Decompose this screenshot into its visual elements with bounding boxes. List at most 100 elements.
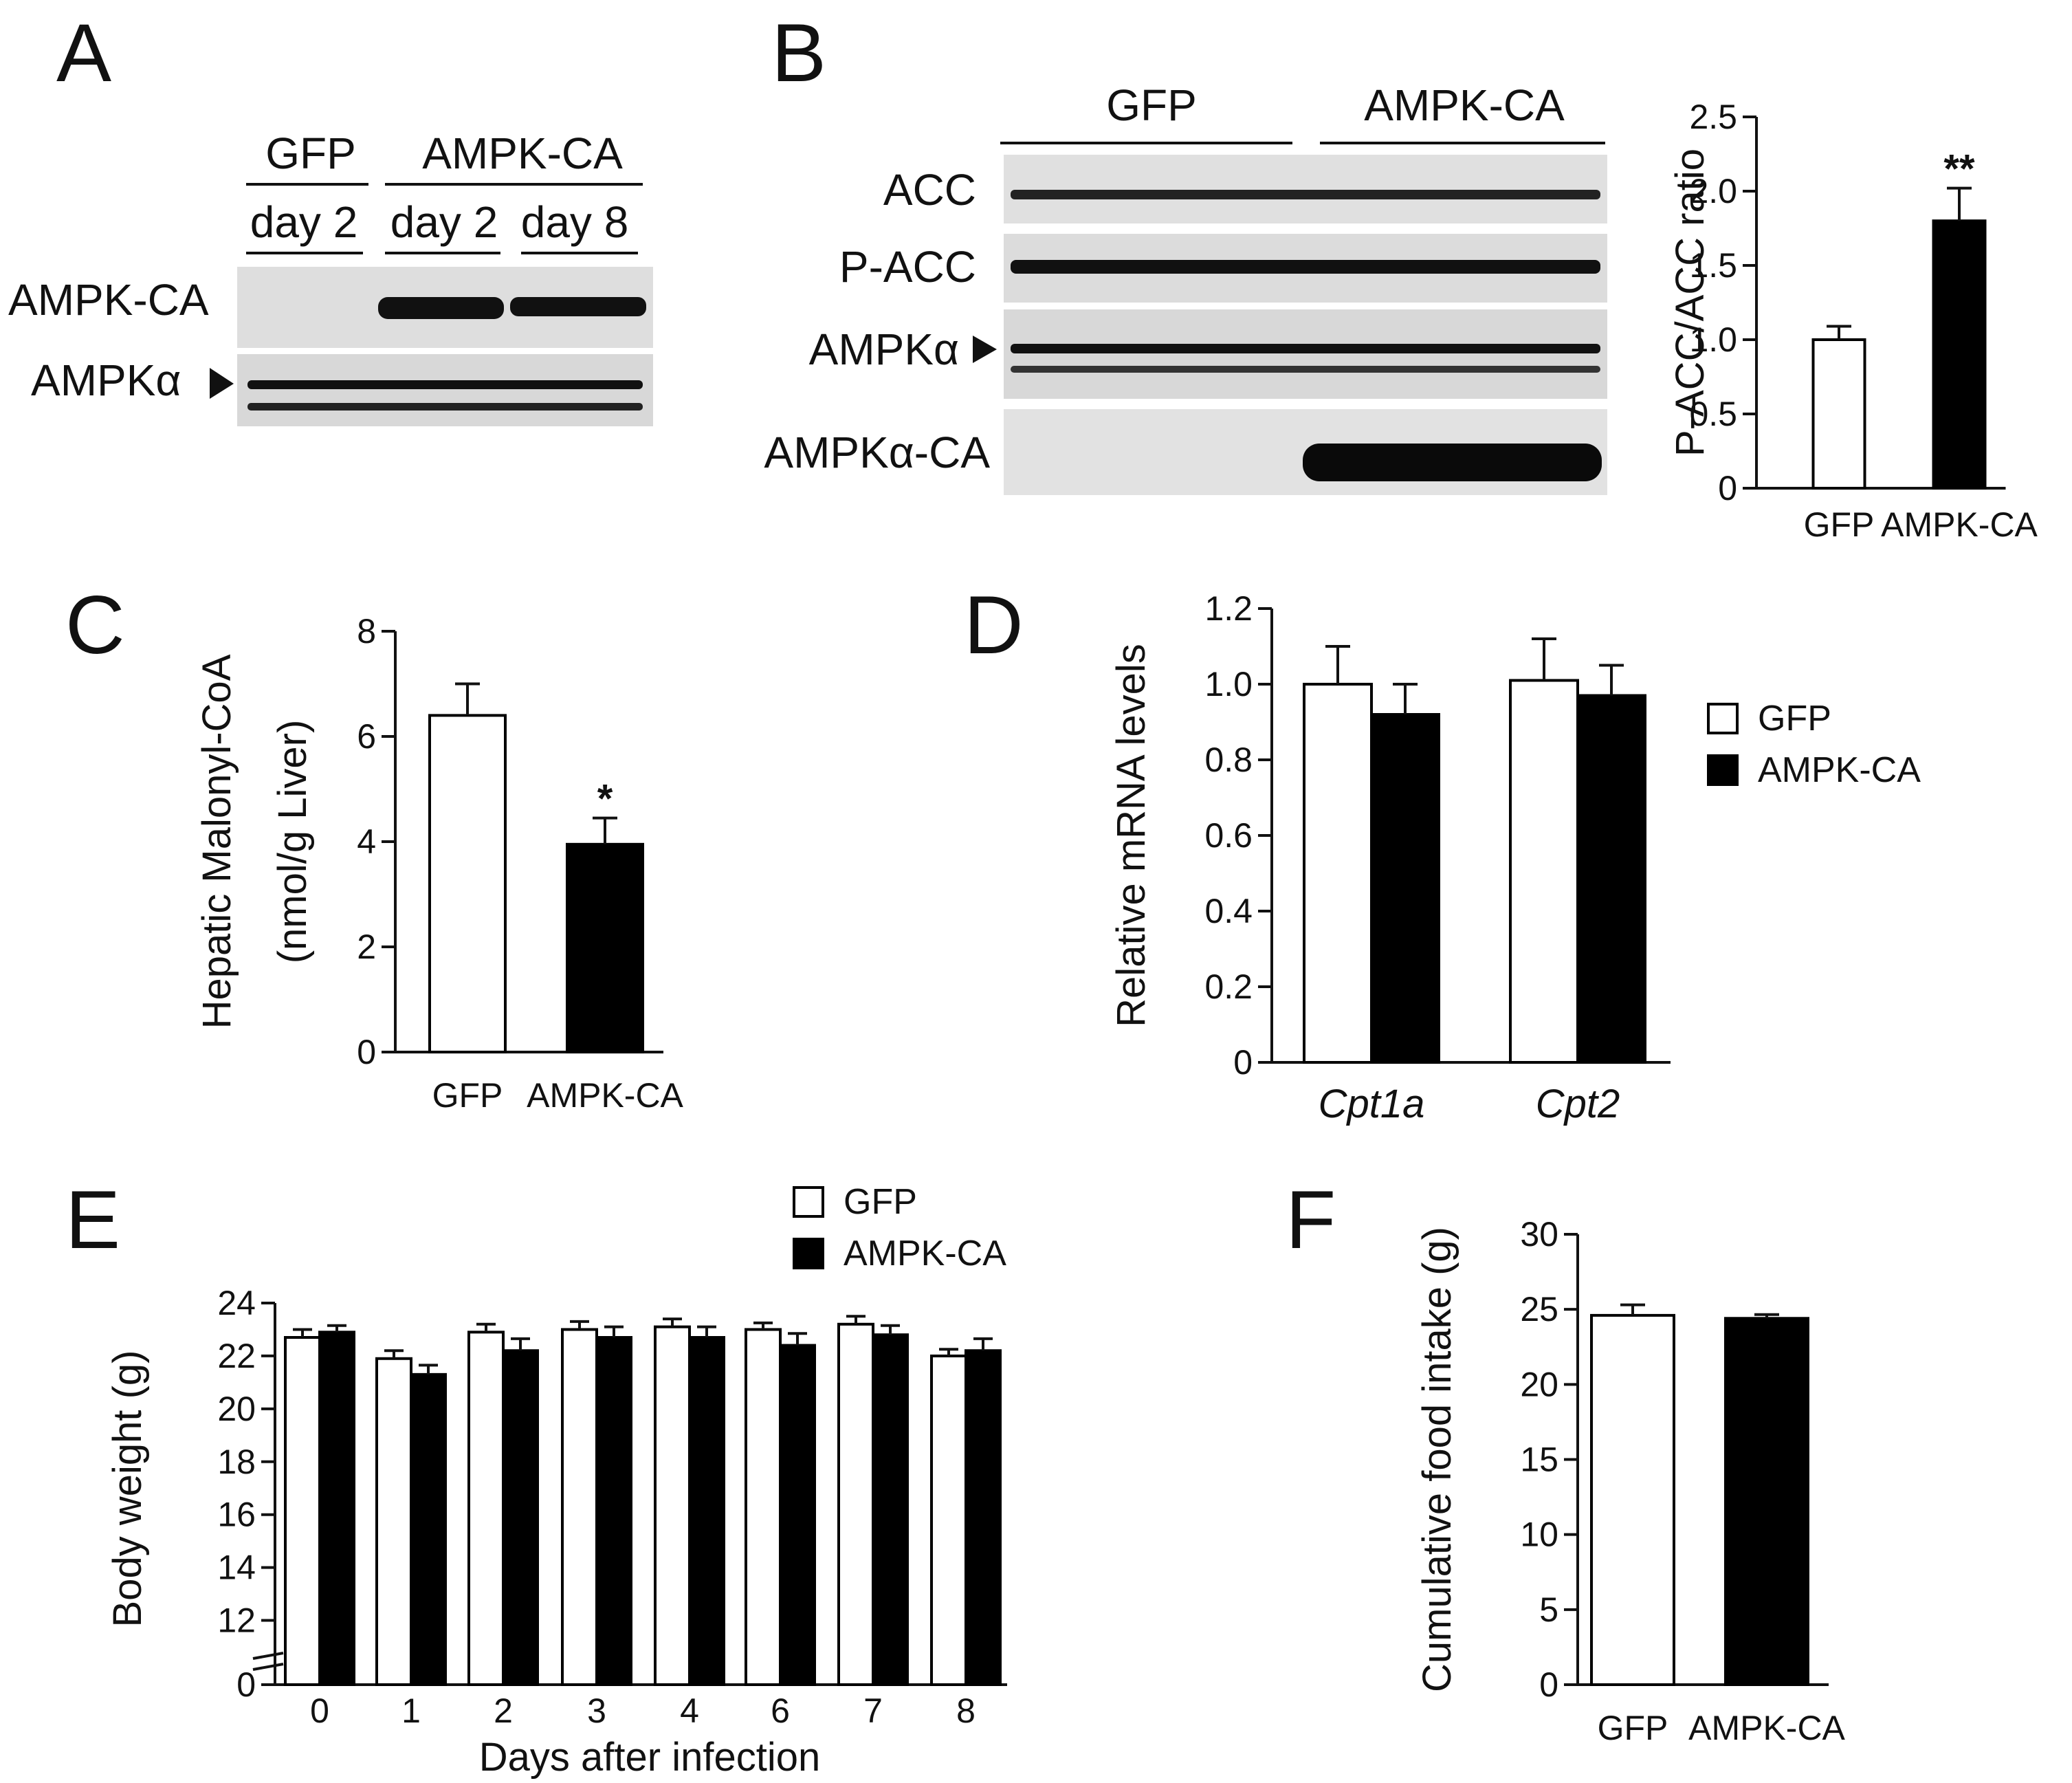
y-axis-title: Hepatic Malonyl-CoA — [195, 654, 239, 1029]
bar — [745, 1328, 782, 1686]
bar — [1509, 679, 1579, 1064]
bar — [688, 1336, 725, 1686]
bar — [654, 1325, 691, 1686]
y-tick-label: 1.0 — [1204, 665, 1253, 703]
y-tick-label: 0 — [1233, 1043, 1253, 1082]
y-tick-label: 1.2 — [1204, 589, 1253, 628]
y-tick-label: 12 — [217, 1601, 256, 1640]
x-tick-label: 0 — [310, 1692, 329, 1730]
chart-b: 0 0.5 1.0 1.5 2.0 2.5 GFP ** AMPK-CA P-ACC/ACC ra… — [1668, 98, 2038, 544]
legend-swatch — [793, 1186, 824, 1218]
panel-a-day-3: day 8 — [521, 197, 629, 247]
bar — [410, 1372, 447, 1687]
y-tick-label: 4 — [357, 822, 376, 861]
arrowhead-icon — [210, 368, 234, 399]
panel-d: D — [964, 579, 1024, 671]
y-axis-title: Body weight (g) — [105, 1350, 150, 1628]
panel-a-group-gfp: GFP — [265, 129, 356, 178]
bar — [375, 1357, 412, 1687]
y-tick-label: 8 — [357, 612, 376, 650]
panel-b-group-ampk: AMPK-CA — [1364, 80, 1565, 130]
y-tick-label: 5 — [1539, 1590, 1558, 1629]
panel-a-group-ampk: AMPK-CA — [422, 129, 623, 178]
bar — [1303, 683, 1373, 1064]
chart-c: 0 2 4 6 8 GFP * AMPK-CA Hepatic Malonyl-CoA (nmol… — [195, 612, 684, 1115]
x-tick-label: AMPK-CA — [1881, 505, 2038, 544]
arrowhead-icon — [973, 336, 997, 363]
legend-label: GFP — [1758, 699, 1831, 739]
bar — [837, 1322, 874, 1687]
x-tick-label: 4 — [680, 1692, 699, 1730]
panel-a-day-2: day 2 — [390, 197, 498, 247]
panel-a-row-ampk-ca: AMPK-CA — [8, 275, 209, 325]
y-tick-label: 16 — [217, 1496, 256, 1534]
y-tick-label: 0.2 — [1204, 967, 1253, 1006]
panel-e-letter: E — [65, 1174, 120, 1266]
y-tick-label: 1.5 — [1689, 246, 1737, 285]
panel-e: E — [65, 1174, 120, 1266]
x-tick-label: GFP — [432, 1076, 503, 1115]
panel-b-row-pacc: P-ACC — [839, 242, 976, 292]
chart-d: 0 0.2 0.4 0.6 0.8 1.0 1.2 Cpt1a Cpt2 Relative mRN… — [1109, 589, 1921, 1126]
panel-c: C — [65, 579, 125, 671]
axis-break-mark — [252, 1663, 284, 1671]
legend-swatch — [1707, 703, 1739, 734]
x-tick-label: 7 — [863, 1692, 883, 1730]
bar — [1811, 338, 1866, 490]
y-tick-label: 0.6 — [1204, 816, 1253, 855]
y-tick-label: 2.5 — [1689, 98, 1737, 136]
y-tick-label: 2.0 — [1689, 172, 1737, 210]
y-tick-label: 14 — [217, 1549, 256, 1587]
y-axis-title: Relative mRNA levels — [1109, 644, 1154, 1027]
y-tick-label: 24 — [217, 1284, 256, 1322]
bar — [595, 1336, 632, 1686]
bar — [467, 1331, 505, 1687]
y-tick-label: 0.8 — [1204, 741, 1253, 779]
y-tick-label: 6 — [357, 717, 376, 756]
y-tick-label: 0 — [236, 1665, 256, 1704]
y-tick-label: 2 — [357, 928, 376, 966]
x-tick-label: GFP — [1804, 505, 1875, 544]
x-tick-label: Cpt2 — [1536, 1082, 1620, 1126]
significance-mark: * — [597, 777, 613, 822]
x-tick-label: Cpt1a — [1319, 1082, 1425, 1126]
bar — [428, 714, 507, 1054]
panel-a-letter: A — [56, 7, 111, 99]
bar — [779, 1344, 816, 1686]
bar — [1724, 1317, 1809, 1687]
legend-swatch — [1707, 754, 1739, 786]
chart-f: 0 5 10 15 20 25 30 GFP AMPK-CA Cumulative food in… — [1415, 1215, 1846, 1747]
bar — [566, 842, 644, 1053]
y-tick-label: 0 — [357, 1033, 376, 1071]
x-tick-label: 2 — [494, 1692, 513, 1730]
panel-b-group-gfp: GFP — [1106, 80, 1197, 130]
x-tick-label: 1 — [401, 1692, 421, 1730]
bar — [284, 1336, 321, 1686]
x-tick-label: 6 — [771, 1692, 790, 1730]
panel-a-blot-2 — [237, 354, 653, 426]
legend-label: AMPK-CA — [844, 1234, 1006, 1273]
bar — [561, 1328, 598, 1686]
panel-b-row-ampka-ca: AMPKα-CA — [764, 428, 990, 477]
panel-f: F — [1286, 1174, 1336, 1266]
bar — [502, 1349, 539, 1686]
legend-label: GFP — [844, 1182, 917, 1222]
y-tick-label: 1.0 — [1689, 320, 1737, 359]
panel-b-row-ampka: AMPKα — [809, 325, 959, 374]
panel-f-letter: F — [1286, 1174, 1336, 1266]
bar — [1590, 1313, 1675, 1686]
bar — [1932, 219, 1987, 490]
x-tick-label: 8 — [956, 1692, 976, 1730]
y-tick-label: 20 — [1520, 1365, 1558, 1403]
panel-a-row-ampka: AMPKα — [31, 355, 181, 405]
panel-d-letter: D — [964, 579, 1024, 671]
y-tick-label: 15 — [1520, 1441, 1558, 1479]
y-tick-label: 22 — [217, 1337, 256, 1375]
x-tick-label: AMPK-CA — [527, 1076, 683, 1115]
bar — [930, 1354, 967, 1687]
y-tick-label: 20 — [217, 1390, 256, 1428]
y-tick-label: 0.4 — [1204, 892, 1253, 930]
panel-c-letter: C — [65, 579, 125, 671]
